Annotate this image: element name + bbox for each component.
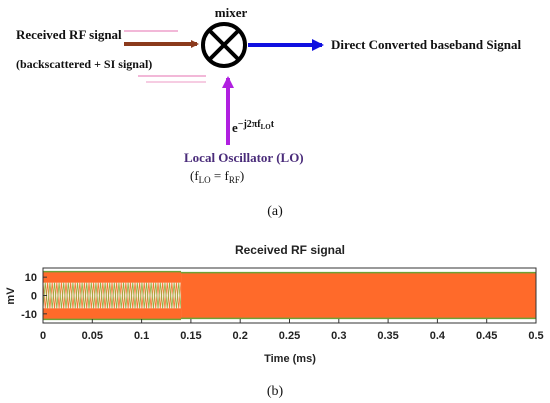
x-tick-label: 0.2 — [233, 330, 248, 342]
output-label: Direct Converted baseband Signal — [331, 37, 521, 52]
lo-label: Local Oscillator (LO) — [184, 150, 304, 165]
oscillation-trace-a — [43, 282, 182, 309]
y-tick-label: 0 — [31, 291, 37, 303]
y-tick-label: 10 — [25, 272, 37, 284]
y-axis-label: mV — [5, 287, 17, 305]
input-label-line2: (backscattered + SI signal) — [16, 57, 152, 71]
x-axis: 0 0.05 0.1 0.15 0.2 0.25 0.3 0.35 0.4 0.45 0.5 — [40, 319, 544, 342]
y-tick-label: -10 — [21, 309, 37, 321]
lo-equation: (fLO = fRF) — [190, 168, 244, 185]
x-tick-label: 0.15 — [180, 330, 201, 342]
x-tick-label: 0.5 — [528, 330, 543, 342]
x-tick-label: 0.35 — [377, 330, 398, 342]
input-label-line1: Received RF signal — [16, 27, 122, 42]
y-axis: 10 0 -10 — [21, 272, 47, 321]
x-tick-label: 0.45 — [476, 330, 497, 342]
mixer-icon — [201, 22, 247, 68]
lo-exponential: e−j2πfLOt — [232, 119, 275, 135]
x-tick-label: 0.05 — [82, 330, 103, 342]
x-tick-label: 0.1 — [134, 330, 149, 342]
signal-segment-2 — [181, 272, 536, 319]
x-tick-label: 0.4 — [430, 330, 446, 342]
caption-a: (a) — [267, 204, 283, 219]
x-tick-label: 0.3 — [331, 330, 346, 342]
signal-plot: Received RF signal mV Time (ms) 0 0.05 0.1… — [5, 243, 544, 399]
oscillation-trace-b — [43, 282, 182, 309]
x-tick-label: 0.25 — [279, 330, 300, 342]
plot-area — [43, 270, 536, 321]
diagram-a: mixer Received RF signal (backscattered … — [16, 5, 521, 219]
x-axis-label: Time (ms) — [264, 353, 316, 365]
mixer-label: mixer — [215, 5, 248, 20]
caption-b: (b) — [267, 384, 284, 399]
plot-title: Received RF signal — [235, 243, 345, 257]
x-tick-label: 0 — [40, 330, 46, 342]
